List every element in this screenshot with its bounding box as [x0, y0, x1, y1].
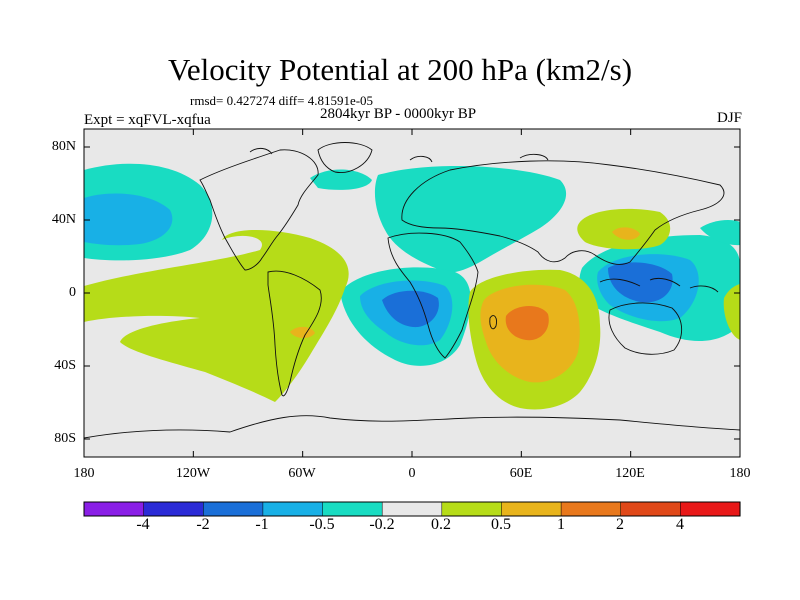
colorbar-label: -1	[255, 516, 269, 533]
lon-label-120w: 120W	[175, 466, 211, 481]
lat-label-40n: 40N	[51, 212, 76, 227]
coast-north-america	[199, 149, 319, 271]
colorbar-box	[143, 501, 204, 517]
lon-label-180w: 180	[73, 466, 95, 481]
colorbar-box	[381, 501, 443, 517]
colorbar-label: -2	[196, 516, 210, 533]
coast-africa	[387, 232, 479, 359]
lon-label-60w: 60W	[288, 466, 316, 481]
lon-label-120e: 120E	[615, 466, 645, 481]
period-line: 2804kyr BP - 0000kyr BP	[320, 106, 477, 122]
contour-neg-north-pacific-core	[84, 193, 173, 246]
contour-neg-atlantic-eurasia	[374, 165, 567, 273]
lat-label-80n: 80N	[51, 139, 76, 154]
colorbar-box	[83, 501, 145, 517]
lon-label-180e: 180	[729, 466, 751, 481]
colorbar-box	[203, 501, 264, 517]
lon-label-0: 0	[408, 466, 416, 481]
coast-greenland	[317, 142, 373, 173]
colorbar-label: 0.2	[431, 516, 451, 533]
experiment-label: Expt = xqFVL-xqfua	[84, 112, 211, 128]
coast-australia	[608, 302, 683, 355]
colorbar-box	[501, 501, 562, 517]
contour-pos-east-asia-core	[612, 227, 640, 240]
contour-pos-tropical-pacific-americas	[84, 230, 349, 402]
lat-label-40s: 40S	[54, 358, 76, 373]
contour-pos-east-pacific-edge	[723, 284, 740, 340]
colorbar-label: -0.5	[309, 516, 335, 533]
colorbar-label: 4	[676, 516, 684, 533]
colorbar-box	[680, 501, 741, 517]
season-label: DJF	[716, 110, 742, 126]
contour-neg-north-pacific-east	[700, 220, 740, 246]
contour-neg-arctic-atlantic	[310, 169, 372, 190]
stats-line: rmsd= 0.427274 diff= 4.81591e-05	[190, 93, 374, 108]
contour-pos-indian-ocean-core	[505, 305, 549, 341]
colorbar-label: -4	[136, 516, 150, 533]
colorbar-box	[441, 501, 503, 517]
colorbar-label: 1	[557, 516, 565, 533]
colorbar-box	[262, 501, 324, 517]
coastlines	[84, 142, 740, 439]
lat-label-80s: 80S	[54, 431, 76, 446]
lon-label-60e: 60E	[509, 466, 533, 481]
coast-antarctica	[84, 415, 740, 439]
coast-arctic-islands	[249, 147, 549, 163]
colorbar-box	[620, 501, 681, 517]
colorbar-box	[560, 501, 622, 517]
colorbar-label: 0.5	[491, 516, 511, 533]
map-title: Velocity Potential at 200 hPa (km2/s)	[167, 52, 633, 87]
lat-label-0: 0	[69, 285, 76, 300]
contour-neg-south-atlantic-core	[382, 290, 439, 328]
colorbar-frame	[83, 501, 741, 517]
axis-ticks	[83, 129, 741, 457]
coast-south-america	[267, 270, 322, 397]
coast-indonesia	[599, 277, 719, 293]
coast-madagascar	[489, 315, 497, 330]
colorbar	[83, 501, 741, 517]
coast-eurasia	[401, 160, 725, 265]
contour-field	[84, 129, 740, 457]
colorbar-label: -0.2	[369, 516, 395, 533]
colorbar-label: 2	[616, 516, 624, 533]
contour-neg-maritime-core	[608, 262, 673, 303]
colorbar-box	[322, 501, 383, 517]
